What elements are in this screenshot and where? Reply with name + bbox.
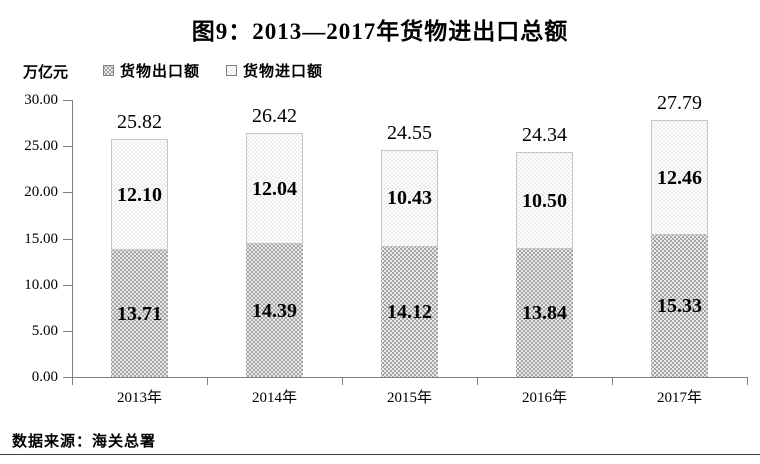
total-value-label: 24.34 xyxy=(522,124,567,147)
legend-item-import: 货物进口额 xyxy=(226,60,323,81)
y-axis-tick-label: 25.00 xyxy=(24,138,58,155)
export-value-label: 14.12 xyxy=(387,300,432,323)
dark-dotted-swatch-icon xyxy=(103,65,114,76)
y-axis-tick-label: 10.00 xyxy=(24,276,58,293)
bottom-rule-divider xyxy=(0,454,760,455)
x-axis-category-label: 2016年 xyxy=(521,390,567,406)
legend: 货物出口额 货物进口额 xyxy=(103,60,323,81)
x-axis-tick xyxy=(72,378,73,385)
legend-label-export: 货物出口额 xyxy=(120,63,201,80)
x-axis-tick xyxy=(477,378,478,385)
y-axis-tick-label: 5.00 xyxy=(31,322,58,339)
import-value-label: 12.46 xyxy=(657,166,702,189)
x-axis-tick xyxy=(612,378,613,385)
chart-title: 图9：2013—2017年货物进出口总额 xyxy=(191,19,569,44)
data-source-note: 数据来源：海关总署 xyxy=(12,433,157,450)
bar-segment-import xyxy=(381,150,438,247)
y-axis-tick xyxy=(63,377,72,378)
x-axis-line xyxy=(72,377,748,378)
y-axis-tick xyxy=(63,146,72,148)
x-axis-category-label: 2014年 xyxy=(251,390,297,406)
y-axis-tick xyxy=(63,330,72,332)
y-axis-tick-label: 30.00 xyxy=(24,92,58,108)
x-axis-category-label: 2013年 xyxy=(116,390,162,406)
x-axis-category-label: 2015年 xyxy=(386,390,432,406)
bar-segment-import xyxy=(516,152,573,250)
import-value-label: 10.43 xyxy=(387,187,432,210)
export-value-label: 15.33 xyxy=(657,295,702,318)
import-value-label: 12.10 xyxy=(117,183,162,206)
bar-segment-export xyxy=(111,250,168,377)
export-value-label: 13.84 xyxy=(522,302,567,325)
legend-label-import: 货物进口额 xyxy=(243,63,324,80)
bar-segment-export xyxy=(516,249,573,377)
y-axis-tick-label: 0.00 xyxy=(31,369,58,385)
y-axis-unit-label: 万亿元 xyxy=(23,64,69,81)
total-value-label: 24.55 xyxy=(387,122,432,145)
bar-segment-import xyxy=(651,120,708,236)
total-value-label: 26.42 xyxy=(252,104,297,127)
import-value-label: 12.04 xyxy=(252,177,297,200)
x-axis-category-label: 2017年 xyxy=(656,390,702,406)
bar-segment-export xyxy=(651,235,708,377)
light-dotted-swatch-icon xyxy=(226,65,238,76)
y-axis-line xyxy=(72,100,73,378)
x-axis-tick xyxy=(747,378,748,385)
import-value-label: 10.50 xyxy=(522,189,567,212)
x-axis-tick xyxy=(342,378,343,385)
bar-segment-import xyxy=(246,132,303,245)
total-value-label: 25.82 xyxy=(117,110,162,133)
total-value-label: 27.79 xyxy=(657,92,702,115)
y-axis-tick xyxy=(63,238,72,240)
legend-item-export: 货物出口额 xyxy=(103,60,200,81)
y-axis-tick xyxy=(63,192,72,194)
x-axis-tick xyxy=(207,378,208,385)
y-axis-tick xyxy=(63,284,72,286)
export-value-label: 14.39 xyxy=(252,299,297,322)
y-axis-tick xyxy=(63,100,72,101)
y-axis-tick-label: 15.00 xyxy=(24,230,58,247)
bar-segment-export xyxy=(381,246,438,377)
bar-segment-import xyxy=(111,138,168,251)
bar-segment-export xyxy=(246,244,303,377)
export-value-label: 13.71 xyxy=(117,302,162,325)
y-axis-tick-label: 20.00 xyxy=(24,184,58,201)
